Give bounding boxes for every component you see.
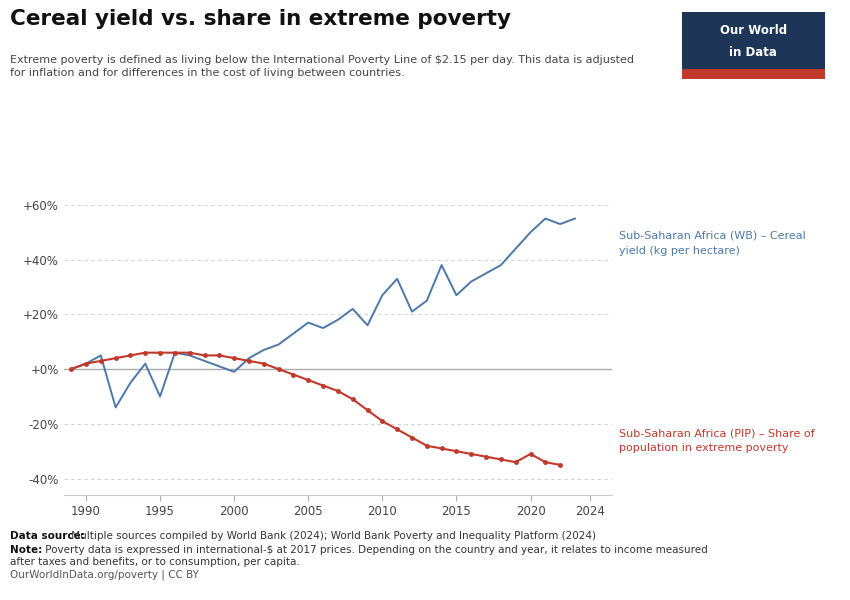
Text: Poverty data is expressed in international-$ at 2017 prices. Depending on the co: Poverty data is expressed in internation… — [42, 545, 707, 555]
Text: Data source:: Data source: — [10, 531, 85, 541]
Text: for inflation and for differences in the cost of living between countries.: for inflation and for differences in the… — [10, 68, 405, 78]
Text: yield (kg per hectare): yield (kg per hectare) — [619, 246, 740, 256]
Text: after taxes and benefits, or to consumption, per capita.: after taxes and benefits, or to consumpt… — [10, 557, 300, 568]
Text: Sub-Saharan Africa (PIP) – Share of: Sub-Saharan Africa (PIP) – Share of — [619, 429, 814, 439]
Text: Sub-Saharan Africa (WB) – Cereal: Sub-Saharan Africa (WB) – Cereal — [619, 231, 806, 241]
Text: Cereal yield vs. share in extreme poverty: Cereal yield vs. share in extreme povert… — [10, 9, 511, 29]
Text: Note:: Note: — [10, 545, 43, 555]
FancyBboxPatch shape — [682, 12, 824, 79]
Text: Our World: Our World — [720, 25, 786, 37]
Text: in Data: in Data — [729, 46, 777, 59]
Text: population in extreme poverty: population in extreme poverty — [619, 443, 788, 453]
Text: Extreme poverty is defined as living below the International Poverty Line of $2.: Extreme poverty is defined as living bel… — [10, 55, 634, 65]
Text: Multiple sources compiled by World Bank (2024); World Bank Poverty and Inequalit: Multiple sources compiled by World Bank … — [68, 531, 596, 541]
Bar — [682, 69, 824, 79]
Text: OurWorldInData.org/poverty | CC BY: OurWorldInData.org/poverty | CC BY — [10, 570, 199, 581]
